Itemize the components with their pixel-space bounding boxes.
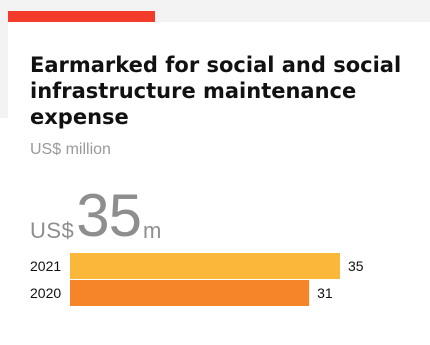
bar-chart: 2021 35 2020 31: [30, 253, 364, 306]
value-label-2021: 35: [348, 258, 364, 274]
category-label-2021: 2021: [30, 258, 61, 274]
chart-title: Earmarked for social and social infrastr…: [30, 53, 402, 129]
value-label-2020: 31: [317, 285, 333, 301]
headline-number: 35: [76, 182, 142, 249]
accent-bar: [8, 11, 155, 22]
header-card: [8, 22, 430, 118]
bar-2020: [70, 280, 310, 306]
category-label-2020: 2020: [30, 285, 61, 301]
headline-suffix: m: [143, 218, 162, 243]
headline-value: US$ 35 m: [30, 166, 161, 246]
headline-prefix: US$: [30, 218, 75, 243]
chart-subtitle: US$ million: [30, 141, 111, 158]
bar-2021: [70, 253, 340, 279]
